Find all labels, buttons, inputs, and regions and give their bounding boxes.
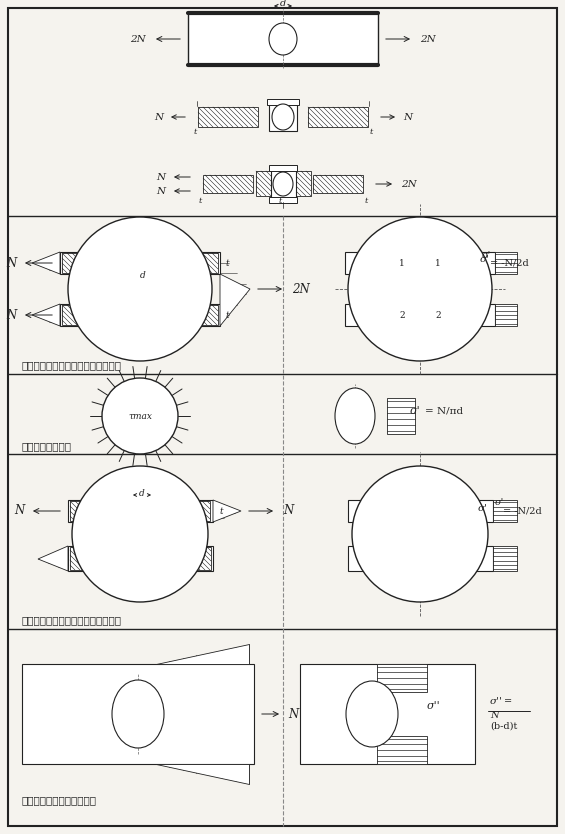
Ellipse shape xyxy=(272,104,294,130)
Bar xyxy=(142,305,218,325)
Polygon shape xyxy=(156,764,249,784)
Text: 複せんリベットに作用する力の分布: 複せんリベットに作用する力の分布 xyxy=(22,361,122,370)
Text: t: t xyxy=(279,197,282,205)
Bar xyxy=(308,107,368,127)
Bar xyxy=(269,165,297,171)
Bar xyxy=(348,500,493,522)
Text: 孔の作用応力分布: 孔の作用応力分布 xyxy=(22,443,72,451)
Text: = -N/2d: = -N/2d xyxy=(490,259,529,268)
Text: N: N xyxy=(14,505,24,518)
Text: 2N: 2N xyxy=(131,34,146,43)
Bar xyxy=(387,398,415,434)
Text: σ': σ' xyxy=(478,504,488,513)
Text: 2: 2 xyxy=(399,310,405,319)
Ellipse shape xyxy=(269,23,297,55)
Bar xyxy=(269,197,297,203)
Bar xyxy=(62,305,140,325)
Bar xyxy=(60,304,220,326)
Polygon shape xyxy=(220,274,250,326)
Bar xyxy=(203,175,253,193)
Text: σ'': σ'' xyxy=(427,701,441,711)
Text: t: t xyxy=(364,197,368,205)
Text: t: t xyxy=(198,197,202,205)
Bar xyxy=(493,500,517,522)
Text: N: N xyxy=(6,309,16,321)
Text: 2N: 2N xyxy=(420,34,436,43)
Bar xyxy=(345,304,495,326)
Bar xyxy=(313,175,363,193)
Text: d: d xyxy=(140,270,146,279)
Bar xyxy=(70,547,211,570)
Ellipse shape xyxy=(273,172,293,196)
Bar xyxy=(142,253,218,273)
Bar xyxy=(198,107,258,127)
Bar xyxy=(377,736,427,764)
Bar xyxy=(256,171,311,196)
Text: σ': σ' xyxy=(410,406,420,416)
Polygon shape xyxy=(156,644,249,664)
Text: N: N xyxy=(403,113,412,122)
Text: d: d xyxy=(280,0,286,8)
Bar xyxy=(60,252,220,274)
Text: 1: 1 xyxy=(399,259,405,268)
Text: N: N xyxy=(490,711,498,721)
Bar xyxy=(493,546,517,571)
Text: σ': σ' xyxy=(480,254,490,264)
Bar xyxy=(188,13,378,65)
Ellipse shape xyxy=(346,681,398,747)
Bar xyxy=(68,500,213,522)
Bar xyxy=(22,664,254,764)
Text: N: N xyxy=(156,173,165,182)
Bar xyxy=(267,99,299,105)
Text: N: N xyxy=(288,707,298,721)
Text: N: N xyxy=(154,113,163,122)
Bar xyxy=(142,501,210,521)
Ellipse shape xyxy=(72,466,208,602)
Text: t: t xyxy=(370,128,373,136)
Text: t: t xyxy=(219,506,223,515)
Text: 単せんリベットに作用する力の分布: 単せんリベットに作用する力の分布 xyxy=(22,616,122,626)
Text: 2: 2 xyxy=(435,310,441,319)
Ellipse shape xyxy=(335,388,375,444)
Text: (b-d)t: (b-d)t xyxy=(490,721,518,731)
Text: σ': σ' xyxy=(482,250,491,259)
Text: σ'': σ'' xyxy=(490,697,503,706)
Polygon shape xyxy=(38,546,68,571)
Bar xyxy=(348,546,493,571)
Text: 1: 1 xyxy=(435,259,441,268)
Ellipse shape xyxy=(68,217,212,361)
Text: σ': σ' xyxy=(495,498,504,506)
Text: t: t xyxy=(226,310,229,319)
Text: N: N xyxy=(283,505,293,518)
Ellipse shape xyxy=(112,680,164,748)
Text: t: t xyxy=(226,259,229,268)
Text: τmax: τmax xyxy=(128,411,152,420)
Text: 2N: 2N xyxy=(292,283,310,295)
Text: d: d xyxy=(139,489,145,498)
Bar xyxy=(70,501,140,521)
Polygon shape xyxy=(32,304,60,326)
Text: = N/πd: = N/πd xyxy=(425,406,463,415)
Bar xyxy=(269,103,297,131)
Text: N: N xyxy=(156,187,165,195)
Ellipse shape xyxy=(352,466,488,602)
Text: =: = xyxy=(504,697,512,706)
Text: = -N/2d: = -N/2d xyxy=(503,506,542,515)
Text: t: t xyxy=(193,128,197,136)
Text: 2N: 2N xyxy=(401,179,417,188)
Bar xyxy=(271,168,296,200)
Polygon shape xyxy=(213,500,241,522)
Ellipse shape xyxy=(102,378,178,454)
Bar xyxy=(377,664,427,692)
Polygon shape xyxy=(32,252,60,274)
Bar xyxy=(495,304,517,326)
Bar xyxy=(300,664,475,764)
Ellipse shape xyxy=(348,217,492,361)
Text: N: N xyxy=(6,257,16,269)
Bar xyxy=(345,252,495,274)
Bar xyxy=(68,546,213,571)
Bar xyxy=(495,252,517,274)
Text: 孔あき板に生ずる応力分布: 孔あき板に生ずる応力分布 xyxy=(22,796,97,806)
Bar xyxy=(62,253,140,273)
